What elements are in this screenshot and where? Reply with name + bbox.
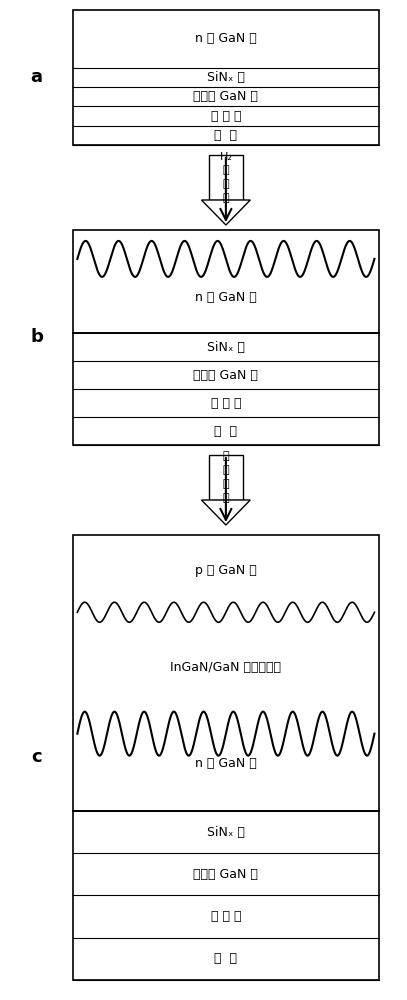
Text: n 型 GaN 层: n 型 GaN 层: [195, 291, 257, 304]
FancyBboxPatch shape: [73, 811, 379, 980]
FancyBboxPatch shape: [73, 333, 379, 445]
Text: 形 核 层: 形 核 层: [211, 397, 241, 410]
Text: n 型 GaN 层: n 型 GaN 层: [195, 757, 257, 770]
FancyBboxPatch shape: [73, 10, 379, 145]
Text: n 型 GaN 层: n 型 GaN 层: [195, 32, 257, 45]
Text: SiNₓ 层: SiNₓ 层: [207, 341, 245, 354]
Polygon shape: [201, 200, 250, 225]
Text: 非掺杂 GaN 层: 非掺杂 GaN 层: [193, 369, 258, 382]
Text: b: b: [30, 328, 43, 346]
Text: 衬  底: 衬 底: [214, 425, 237, 438]
Text: InGaN/GaN 多量子阱层: InGaN/GaN 多量子阱层: [171, 661, 281, 674]
Text: 衬  底: 衬 底: [214, 952, 237, 965]
FancyBboxPatch shape: [209, 455, 243, 500]
Text: H₂
中
保
温: H₂ 中 保 温: [219, 151, 232, 204]
Text: 非掺杂 GaN 层: 非掺杂 GaN 层: [193, 90, 258, 103]
Text: 非掺杂 GaN 层: 非掺杂 GaN 层: [193, 868, 258, 881]
Text: p 型 GaN 层: p 型 GaN 层: [195, 564, 257, 577]
Text: c: c: [31, 748, 42, 766]
FancyBboxPatch shape: [73, 230, 379, 333]
Text: SiNₓ 层: SiNₓ 层: [207, 71, 245, 84]
Polygon shape: [201, 500, 250, 525]
Text: SiNₓ 层: SiNₓ 层: [207, 826, 245, 839]
Text: a: a: [31, 68, 43, 87]
Text: 衬  底: 衬 底: [214, 129, 237, 142]
Text: 形 核 层: 形 核 层: [211, 110, 241, 123]
FancyBboxPatch shape: [73, 535, 379, 811]
FancyBboxPatch shape: [209, 155, 243, 200]
Text: 形 核 层: 形 核 层: [211, 910, 241, 923]
Text: 后
续
生
长: 后 续 生 长: [223, 452, 229, 504]
